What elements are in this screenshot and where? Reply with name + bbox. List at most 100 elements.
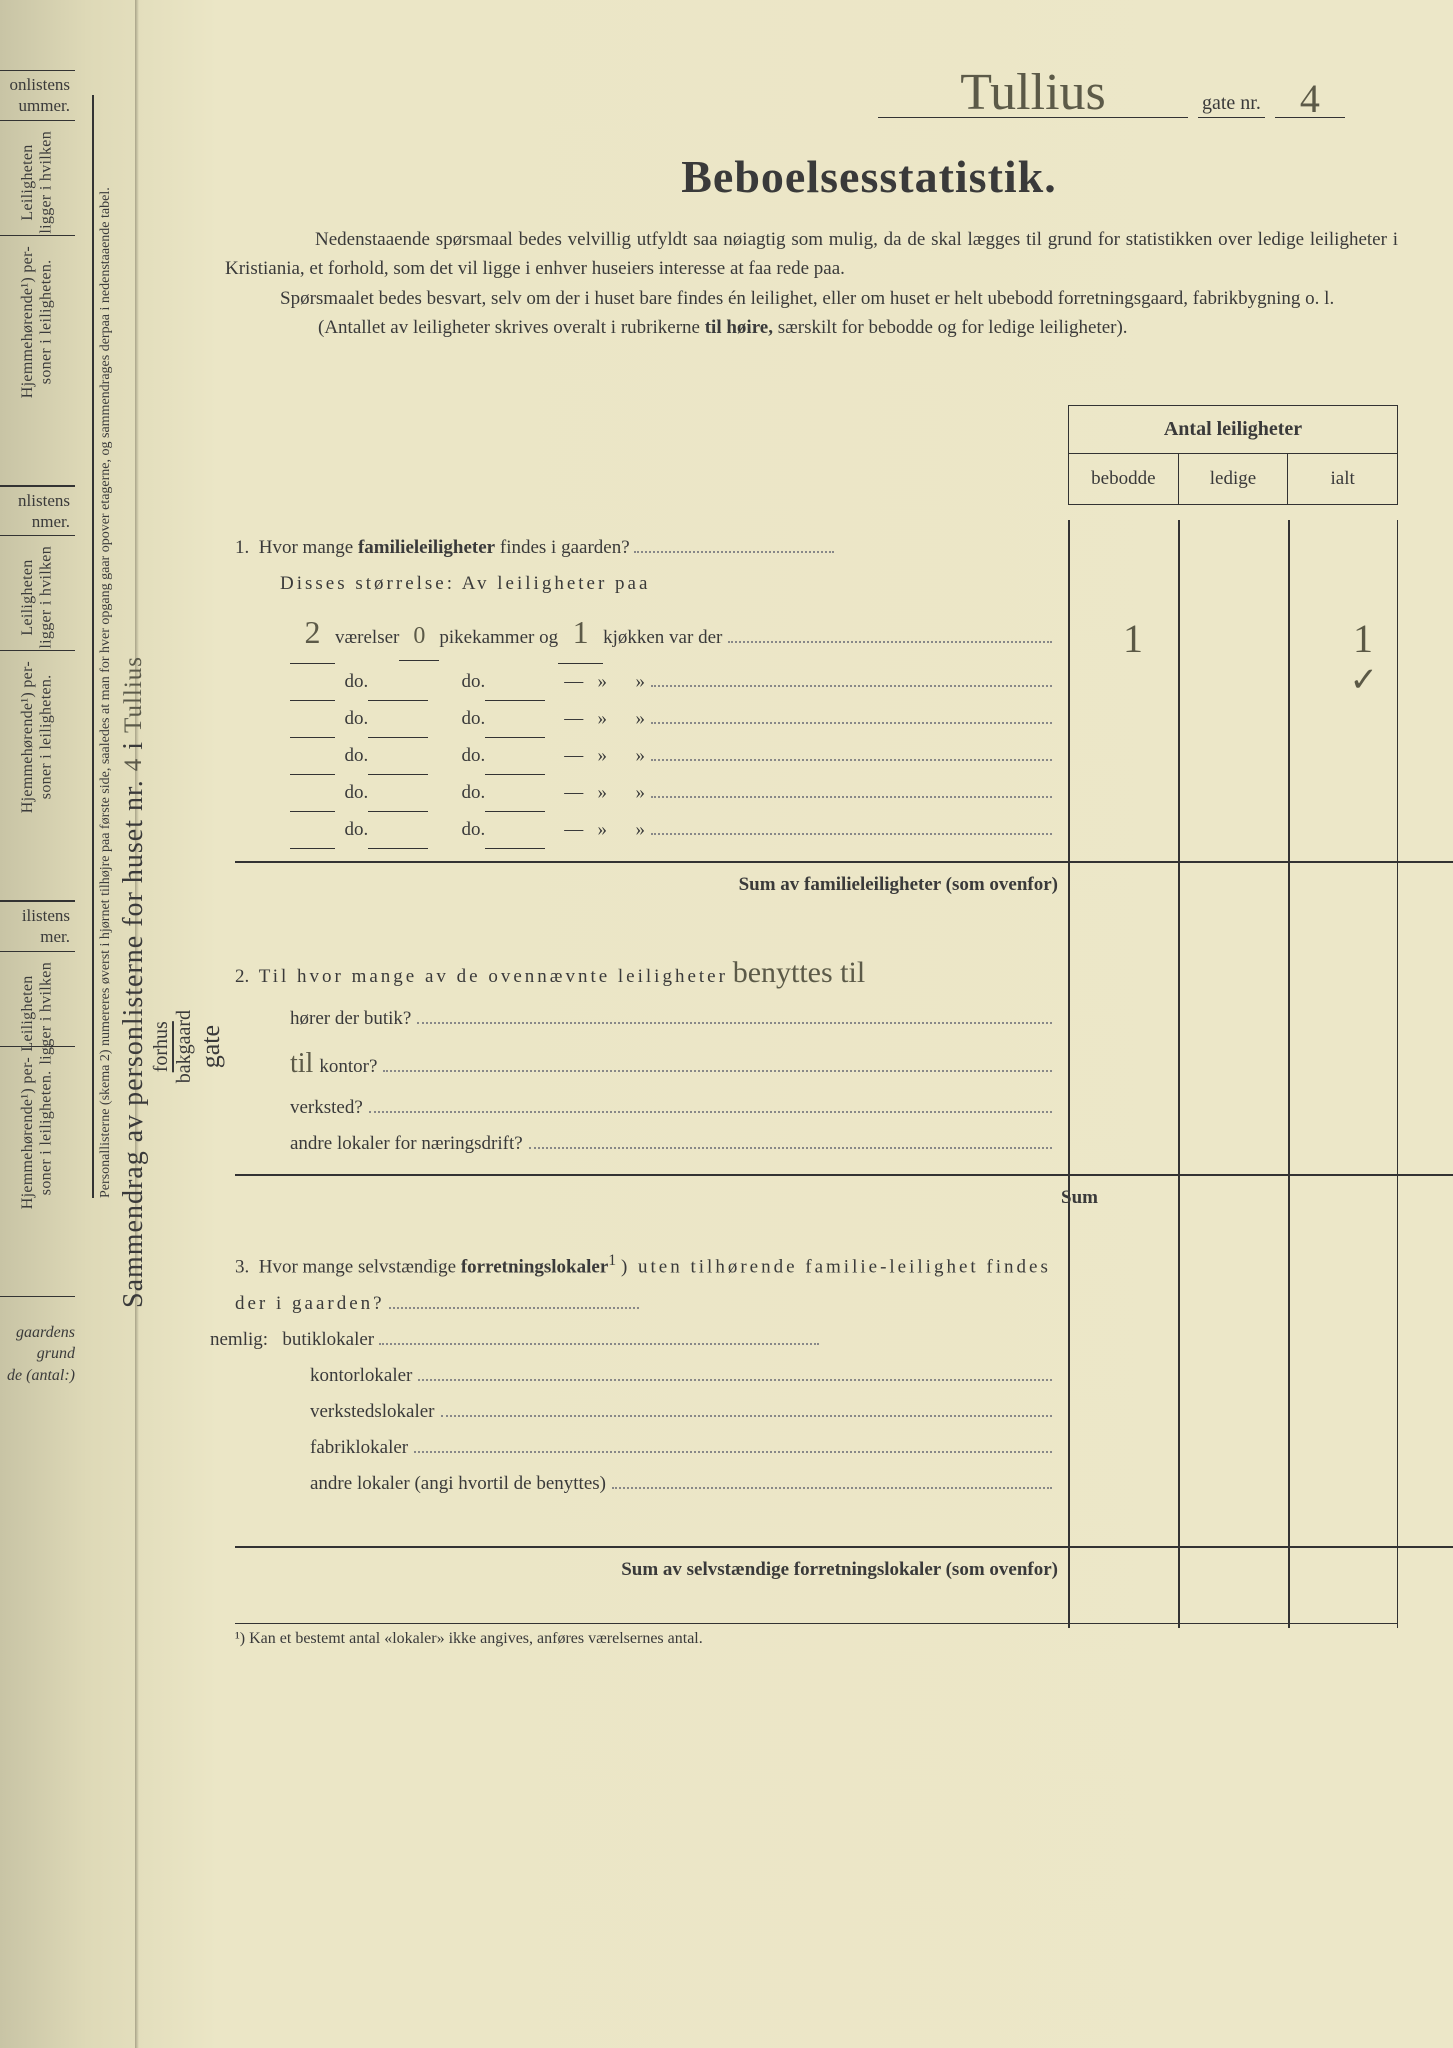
q1-do-2b: do. — [462, 664, 486, 700]
left-cell-3a: Leilighetenligger i hvilken — [0, 952, 75, 1047]
q1-do-2a: do. — [345, 664, 369, 700]
sammendrag-title-a: Sammendrag av personlisterne for huset n… — [118, 779, 149, 1308]
q1-b: familieleiligheter — [358, 537, 495, 558]
q3-item-2-row: verkstedslokaler — [310, 1394, 1058, 1430]
left-header-1: onlistens ummer. — [0, 70, 75, 121]
sammendrag-title: Sammendrag av personlisterne for huset n… — [118, 120, 150, 1308]
q1-dash-4: — — [564, 738, 583, 774]
left-col-b-2: Hjemmehørende¹) per-soner i leiligheten. — [19, 661, 56, 813]
left-footnote: gaardens grund de (antal:) — [0, 1297, 75, 1387]
gate-word: gate — [196, 1025, 225, 1068]
q2-num: 2. — [235, 966, 249, 987]
q2-i2: verksted? — [290, 1090, 363, 1126]
q1-row-1: 2 værelser 0 pikekammer og 1 kjøkken var… — [290, 602, 1058, 664]
ans-ialt-2: ✓ — [1350, 660, 1379, 700]
q1-row-6: do. do. — » » — [290, 812, 1058, 849]
ans-ialt-1: 1 — [1353, 615, 1373, 662]
q1-dash-6: — — [564, 812, 583, 848]
q3-item-0: butiklokaler — [282, 1329, 374, 1350]
q1-do-6a: do. — [345, 812, 369, 848]
antal-table: Antal leiligheter bebodde ledige ialt — [1068, 405, 1398, 505]
q2-item-0: hører der butik? — [290, 1001, 1058, 1037]
intro-p3-pre: (Antallet av leiligheter skrives overalt… — [318, 317, 705, 338]
q3-i1: kontorlokaler — [310, 1358, 412, 1394]
left-col-b-1: Hjemmehørende¹) per-soner i leiligheten. — [19, 246, 56, 398]
q3-sum: Sum av selvstændige forretningslokaler (… — [235, 1552, 1058, 1588]
q3-a: Hvor mange selvstændige — [259, 1256, 461, 1277]
q1-row-2: do. do. — » » — [290, 664, 1058, 701]
q1-do-6b: do. — [462, 812, 486, 848]
sammendrag-nr-hand: 4 — [120, 758, 147, 772]
q1-row-5: do. do. — » » — [290, 775, 1058, 812]
question-2: 2. Til hvor mange av de ovennævnte leili… — [235, 944, 1058, 1217]
q2-item-2: verksted? — [290, 1090, 1058, 1126]
left-col-a-2: Leilighetenligger i hvilken — [19, 546, 56, 649]
q3-i3: fabriklokaler — [310, 1430, 408, 1466]
q2-item-1: til kontor? — [290, 1037, 1058, 1090]
question-3: 3. Hvor mange selvstændige forretningslo… — [235, 1246, 1058, 1588]
q1-do-4a: do. — [345, 738, 369, 774]
left-partial-table: onlistens ummer. Leilighetenligger i hvi… — [0, 70, 75, 1386]
left-col-a-1: Leilighetenligger i hvilken — [19, 131, 56, 234]
gate-nr-label: gate nr. — [1198, 92, 1265, 118]
gate-nr-value: 4 — [1275, 81, 1345, 118]
left-cell-1a: Leilighetenligger i hvilken — [0, 121, 75, 236]
q2-hand: benyttes til — [733, 956, 865, 989]
left-col-b-3: Hjemmehørende¹) per-soner i leiligheten. — [19, 1057, 56, 1209]
antal-col-ledige: ledige — [1178, 454, 1288, 504]
q3-item-3-row: fabriklokaler — [310, 1430, 1058, 1466]
q3-sup: 1 — [608, 1252, 616, 1269]
q2-hand-pre: til — [290, 1037, 313, 1090]
sammendrag-title-b: i — [118, 741, 149, 750]
q3-nemlig: nemlig: — [210, 1329, 268, 1350]
q1-do-5b: do. — [462, 775, 486, 811]
q1-do-3a: do. — [345, 701, 369, 737]
q1-dash-5: — — [564, 775, 583, 811]
sammendrag-rule — [92, 95, 94, 1198]
q1-row-4: do. do. — » » — [290, 738, 1058, 775]
q3-item-1-row: kontorlokaler — [310, 1358, 1058, 1394]
q3-nemlig-line: nemlig: butiklokaler — [210, 1322, 1058, 1358]
left-header-3: ilistens mer. — [0, 901, 75, 952]
questions-body: 1. Hvor mange familieleiligheter findes … — [235, 530, 1058, 1598]
q3-i4: andre lokaler (angi hvortil de benyttes) — [310, 1466, 606, 1502]
gate-bakgaard: bakgaard — [173, 1010, 195, 1083]
q1-sizes-label: Disses størrelse: Av leiligheter paa — [280, 566, 1058, 602]
q1-do-5a: do. — [345, 775, 369, 811]
q2-item-3: andre lokaler for næringsdrift? — [290, 1126, 1058, 1162]
q1-vaer: værelser — [335, 620, 399, 656]
page-title: Beboelsesstatistik. — [345, 150, 1393, 203]
q1-kj: kjøkken var der — [603, 620, 722, 656]
q1-dots — [634, 551, 834, 553]
antal-subheader: bebodde ledige ialt — [1068, 454, 1398, 505]
antal-col-bebodde: bebodde — [1069, 454, 1178, 504]
q1-sum: Sum av familieleiligheter (som ovenfor) — [235, 867, 1058, 903]
q1-dash-3: — — [564, 701, 583, 737]
sammendrag-street-hand: Tullius — [120, 656, 147, 733]
intro-p3: (Antallet av leiligheter skrives overalt… — [225, 313, 1398, 342]
intro-p1: Nedenstaaende spørsmaal bedes velvillig … — [225, 225, 1398, 284]
left-header-1b: ummer. — [19, 96, 70, 115]
left-header-2b: nmer. — [32, 512, 70, 531]
q2-text: Til hvor mange av de ovennævnte leilighe… — [259, 966, 728, 987]
left-cell-3b: Hjemmehørende¹) per-soner i leiligheten. — [0, 1047, 75, 1297]
antal-col-ialt: ialt — [1287, 454, 1397, 504]
q1-dash-2: — — [564, 664, 583, 700]
left-cell-2b: Hjemmehørende¹) per-soner i leiligheten. — [0, 651, 75, 901]
q3-i2: verkstedslokaler — [310, 1394, 435, 1430]
left-foot-a: gaardens grund — [16, 1324, 75, 1363]
intro-p2: Spørsmaalet bedes besvart, selv om der i… — [225, 284, 1398, 313]
footnote: ¹) Kan et bestemt antal «lokaler» ikke a… — [235, 1623, 1398, 1648]
left-col-a-3: Leilighetenligger i hvilken — [19, 962, 56, 1065]
q2-i1: kontor? — [319, 1049, 377, 1085]
intro-paragraph: Nedenstaaende spørsmaal bedes velvillig … — [225, 225, 1398, 343]
q1-do-4b: do. — [462, 738, 486, 774]
sammendrag-fineprint: Personallisterne (skema 2) numereres øve… — [96, 95, 116, 1198]
left-cell-1b: Hjemmehørende¹) per-soner i leiligheten. — [0, 236, 75, 486]
q1-row-3: do. do. — » » — [290, 701, 1058, 738]
question-1: 1. Hvor mange familieleiligheter findes … — [235, 530, 1058, 904]
q1-kj-hand: 1 — [558, 602, 603, 664]
left-header-1a: onlistens — [10, 75, 70, 94]
left-foot-b: de (antal:) — [7, 1367, 75, 1384]
left-cell-2a: Leilighetenligger i hvilken — [0, 536, 75, 651]
